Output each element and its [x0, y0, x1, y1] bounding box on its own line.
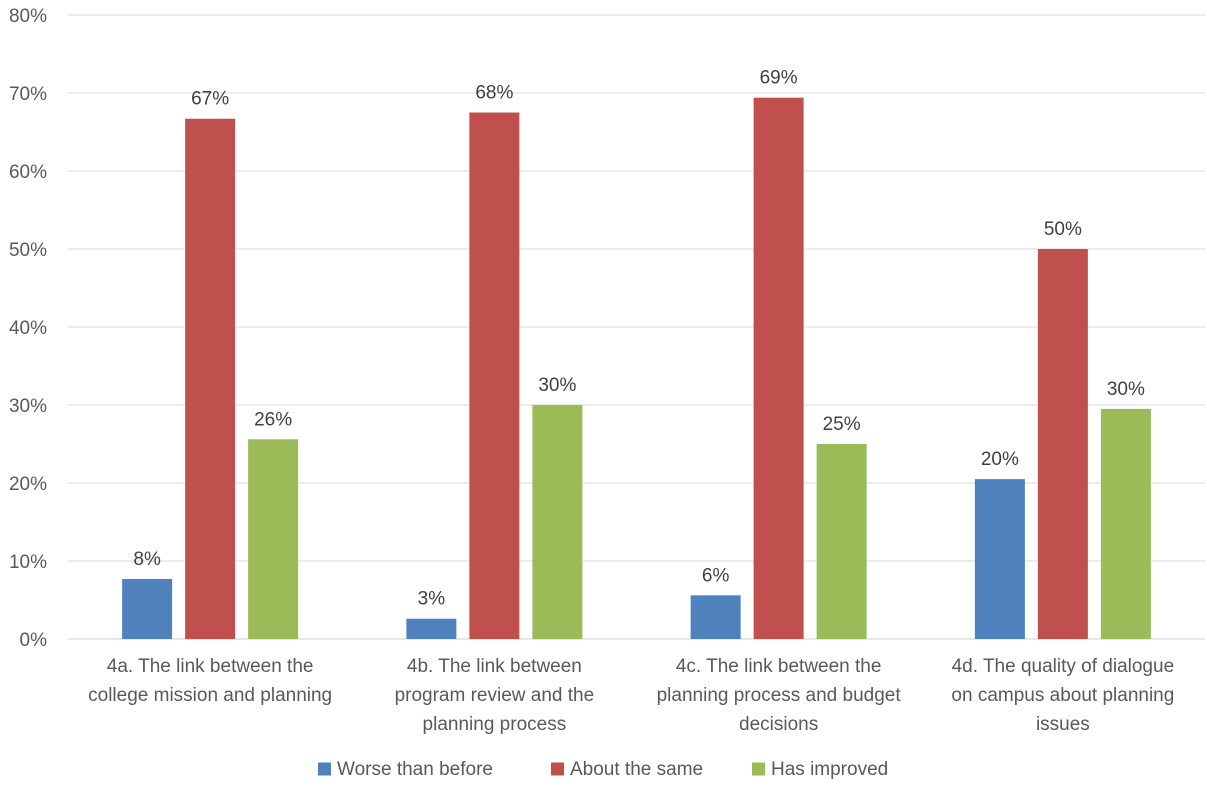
bar-about-the-same: [1037, 249, 1088, 639]
bar-about-the-same: [753, 97, 804, 640]
data-label: 69%: [760, 68, 798, 89]
data-label: 3%: [418, 589, 446, 610]
x-category-label: college mission and planning: [88, 685, 332, 706]
data-label: 30%: [1107, 379, 1145, 400]
bar-has-improved: [816, 444, 867, 639]
bars: [122, 97, 1151, 640]
legend-label: Has improved: [771, 759, 888, 780]
x-category-label: program review and the: [395, 685, 595, 706]
y-tick-label: 80%: [9, 6, 47, 27]
bar-has-improved: [532, 405, 583, 639]
data-label: 26%: [254, 409, 292, 430]
x-category-label: decisions: [739, 714, 818, 735]
y-tick-label: 60%: [9, 162, 47, 183]
y-tick-label: 10%: [9, 552, 47, 573]
legend-swatch: [318, 762, 331, 776]
y-tick-label: 0%: [20, 630, 48, 651]
data-label: 68%: [475, 83, 513, 104]
y-tick-label: 50%: [9, 240, 47, 261]
x-category-label: 4b. The link between: [407, 656, 582, 677]
data-label: 25%: [823, 414, 861, 435]
y-tick-label: 30%: [9, 396, 47, 417]
data-label: 8%: [133, 549, 161, 570]
bar-about-the-same: [185, 118, 236, 640]
bar-worse-than-before: [690, 595, 741, 639]
bar-worse-than-before: [406, 618, 457, 639]
legend-label: About the same: [570, 759, 703, 780]
y-tick-label: 20%: [9, 474, 47, 495]
y-axis-tick-labels: 0% 10% 20% 30% 40% 50% 60% 70% 80%: [9, 6, 47, 651]
bar-worse-than-before: [122, 578, 173, 639]
data-labels: 8% 67% 26% 3% 68% 30% 6% 69% 25% 20% 50% 30%: [133, 68, 1145, 610]
data-label: 67%: [191, 89, 229, 110]
x-category-label: on campus about planning: [951, 685, 1174, 706]
x-category-label: planning process and budget: [657, 685, 902, 706]
x-category-label: 4d. The quality of dialogue: [952, 656, 1175, 677]
x-category-label: 4c. The link between the: [676, 656, 882, 677]
x-axis-category-labels: 4a. The link between the college mission …: [88, 656, 1174, 735]
data-label: 50%: [1044, 219, 1082, 240]
bar-worse-than-before: [974, 479, 1025, 639]
legend-swatch: [551, 762, 564, 776]
legend-swatch: [752, 762, 765, 776]
bar-about-the-same: [469, 112, 520, 639]
y-tick-label: 70%: [9, 84, 47, 105]
y-tick-label: 40%: [9, 318, 47, 339]
legend: Worse than before About the same Has impro…: [318, 759, 888, 780]
bar-has-improved: [1100, 408, 1151, 639]
x-category-label: issues: [1036, 714, 1090, 735]
x-category-label: 4a. The link between the: [107, 656, 314, 677]
x-category-label: planning process: [423, 714, 567, 735]
data-label: 6%: [702, 565, 730, 586]
bar-has-improved: [248, 439, 299, 639]
data-label: 20%: [981, 449, 1019, 470]
gridlines: [68, 14, 1205, 640]
data-label: 30%: [538, 375, 576, 396]
legend-label: Worse than before: [337, 759, 493, 780]
